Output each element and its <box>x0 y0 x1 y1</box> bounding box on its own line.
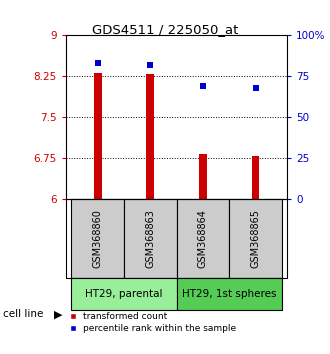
Legend: transformed count, percentile rank within the sample: transformed count, percentile rank withi… <box>71 312 236 333</box>
Text: GDS4511 / 225050_at: GDS4511 / 225050_at <box>92 23 238 36</box>
Text: GSM368865: GSM368865 <box>250 209 260 268</box>
Bar <box>71 278 177 309</box>
Bar <box>199 154 207 199</box>
Text: HT29, parental: HT29, parental <box>85 289 163 299</box>
Bar <box>124 199 177 278</box>
Text: cell line: cell line <box>3 309 44 319</box>
Bar <box>251 156 259 199</box>
Text: HT29, 1st spheres: HT29, 1st spheres <box>182 289 277 299</box>
Text: GSM368863: GSM368863 <box>145 209 155 268</box>
Bar <box>146 74 154 199</box>
Text: GSM368864: GSM368864 <box>198 209 208 268</box>
Text: ▶: ▶ <box>53 309 62 319</box>
Bar <box>177 199 229 278</box>
Bar <box>229 199 282 278</box>
Bar <box>71 199 124 278</box>
Bar <box>177 278 282 309</box>
Bar <box>94 73 102 199</box>
Text: GSM368860: GSM368860 <box>93 209 103 268</box>
